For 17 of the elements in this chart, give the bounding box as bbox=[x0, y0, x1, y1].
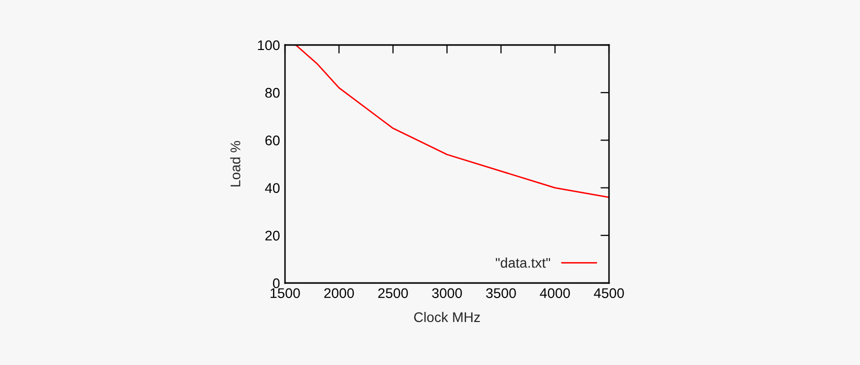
y-tick-label: 0 bbox=[272, 278, 280, 288]
y-tick-label: 40 bbox=[265, 183, 280, 193]
y-tick-label: 20 bbox=[265, 230, 280, 241]
x-tick-label: 2500 bbox=[378, 288, 408, 298]
x-tick-label: 4000 bbox=[540, 288, 570, 298]
x-tick-label: 3000 bbox=[432, 288, 462, 298]
y-tick-label: 100 bbox=[258, 40, 280, 50]
y-axis-title: Load % bbox=[230, 140, 240, 186]
x-tick-label: 4500 bbox=[594, 288, 624, 298]
x-tick-label: 3500 bbox=[486, 288, 516, 298]
line-series bbox=[295, 45, 609, 198]
x-axis-title: Clock MHz bbox=[414, 312, 480, 322]
y-tick-label: 60 bbox=[265, 136, 280, 146]
x-tick-label: 1500 bbox=[270, 288, 300, 298]
legend-label: "data.txt" bbox=[496, 258, 550, 268]
y-tick-label: 80 bbox=[265, 88, 280, 98]
x-tick-label: 2000 bbox=[324, 288, 354, 298]
